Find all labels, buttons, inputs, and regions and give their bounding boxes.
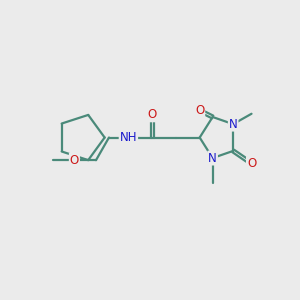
Text: O: O <box>70 154 79 167</box>
Text: NH: NH <box>120 131 137 144</box>
Text: N: N <box>229 118 238 130</box>
Text: O: O <box>148 108 157 121</box>
Text: O: O <box>195 104 204 117</box>
Text: N: N <box>208 152 217 164</box>
Text: O: O <box>247 157 256 170</box>
